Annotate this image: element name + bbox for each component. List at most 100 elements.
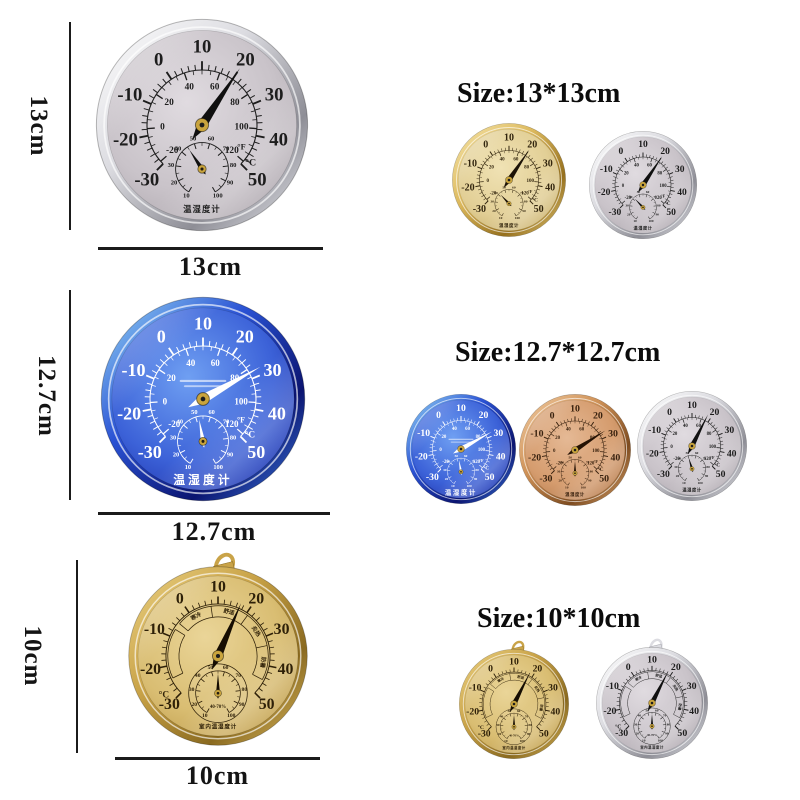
svg-text:0: 0 <box>550 410 555 421</box>
svg-text:40: 40 <box>452 427 457 432</box>
svg-text:70: 70 <box>654 195 658 199</box>
svg-text:10: 10 <box>504 739 508 743</box>
svg-text:10: 10 <box>193 36 212 57</box>
svg-text:-10: -10 <box>530 429 543 440</box>
svg-text:60: 60 <box>464 454 468 458</box>
svg-text:120: 120 <box>521 192 529 197</box>
svg-text:-10: -10 <box>144 621 165 638</box>
svg-text:70: 70 <box>525 714 529 718</box>
svg-text:室内温湿度计: 室内温湿度计 <box>199 723 237 731</box>
thumb-gauge-silver-13cm: -30 -20 -10 0 10 20 30 40 50 -20 0 20 40 60 80 100 120 °F… <box>587 129 699 241</box>
svg-text:50: 50 <box>191 409 197 416</box>
svg-text:40: 40 <box>677 188 687 198</box>
svg-text:°F: °F <box>710 455 715 460</box>
svg-text:10: 10 <box>642 739 646 743</box>
svg-text:50: 50 <box>534 204 544 215</box>
svg-text:80: 80 <box>657 171 662 176</box>
svg-text:0: 0 <box>626 662 631 673</box>
svg-text:120: 120 <box>225 146 239 156</box>
svg-text:°F: °F <box>594 459 599 464</box>
svg-text:40: 40 <box>638 714 642 718</box>
dimension-line-width-12-7cm <box>98 512 330 515</box>
svg-text:防暑: 防暑 <box>258 656 268 669</box>
svg-text:90: 90 <box>588 479 592 483</box>
svg-text:80: 80 <box>657 204 661 208</box>
svg-text:30: 30 <box>675 165 685 175</box>
svg-text:-30: -30 <box>615 728 628 739</box>
svg-text:70: 70 <box>223 418 229 425</box>
svg-text:70: 70 <box>520 191 524 195</box>
svg-text:室内温湿度计: 室内温湿度计 <box>502 745 525 750</box>
svg-text:0: 0 <box>436 410 441 421</box>
svg-text:温湿度计: 温湿度计 <box>565 491 585 498</box>
svg-text:20: 20 <box>248 590 264 607</box>
svg-text:°C: °C <box>714 462 720 469</box>
svg-text:0: 0 <box>553 449 556 454</box>
svg-text:80: 80 <box>706 465 710 469</box>
svg-text:80: 80 <box>524 200 528 204</box>
size-caption-12-7cm: Size:12.7*12.7cm <box>455 337 661 368</box>
svg-text:40-70%: 40-70% <box>509 734 519 738</box>
svg-text:-30: -30 <box>134 170 159 191</box>
dimension-label-height-12-7cm: 12.7cm <box>33 355 60 437</box>
svg-text:10: 10 <box>202 713 208 719</box>
svg-text:30: 30 <box>274 621 290 638</box>
svg-text:80: 80 <box>475 468 479 472</box>
svg-text:40: 40 <box>629 195 633 199</box>
svg-text:120: 120 <box>655 196 663 201</box>
svg-text:40: 40 <box>496 451 506 462</box>
size-caption-10cm: Size:10*10cm <box>477 603 641 634</box>
svg-text:20: 20 <box>533 663 543 674</box>
svg-text:30: 30 <box>494 428 504 439</box>
svg-text:-20: -20 <box>625 196 632 201</box>
svg-text:0: 0 <box>667 407 672 418</box>
svg-text:20: 20 <box>167 373 177 383</box>
svg-text:温湿度计: 温湿度计 <box>173 473 232 487</box>
svg-text:100: 100 <box>227 713 236 719</box>
svg-text:°C: °C <box>483 465 489 472</box>
main-gauge-silver-13cm: -30 -20 -10 0 10 20 30 40 50 -20 0 20 40 60 80 100 120 °F… <box>92 15 312 235</box>
thumb-gauge-silver-12-7cm: -30 -20 -10 0 10 20 30 40 50 -20 0 20 40 60 80 100 120 °F… <box>635 389 749 503</box>
svg-text:30: 30 <box>543 158 553 169</box>
svg-text:20: 20 <box>489 166 495 171</box>
svg-text:20: 20 <box>479 410 489 421</box>
svg-text:70: 70 <box>236 673 242 679</box>
svg-text:60: 60 <box>517 709 521 713</box>
svg-text:100: 100 <box>467 484 472 488</box>
svg-text:50: 50 <box>599 474 609 485</box>
svg-text:温湿度计: 温湿度计 <box>183 204 220 214</box>
svg-text:20: 20 <box>164 98 174 108</box>
svg-text:100: 100 <box>709 445 717 450</box>
svg-text:-10: -10 <box>417 428 430 439</box>
svg-text:-20: -20 <box>673 457 680 462</box>
svg-text:-20: -20 <box>117 404 141 424</box>
svg-text:-20: -20 <box>168 419 180 429</box>
svg-text:-20: -20 <box>556 461 563 466</box>
svg-text:10: 10 <box>638 140 648 150</box>
svg-text:-20: -20 <box>442 460 449 465</box>
svg-text:°C: °C <box>598 466 604 473</box>
svg-text:90: 90 <box>656 213 660 217</box>
svg-text:10: 10 <box>682 481 686 485</box>
svg-text:40: 40 <box>689 706 699 717</box>
dimension-line-width-10cm <box>115 757 320 760</box>
svg-text:0: 0 <box>483 140 488 151</box>
svg-text:60: 60 <box>579 428 584 433</box>
svg-text:40: 40 <box>269 130 288 151</box>
svg-text:40: 40 <box>195 673 201 679</box>
svg-text:10: 10 <box>456 403 466 414</box>
svg-text:50: 50 <box>637 190 641 194</box>
thumb-gauge-gold-10cm: -30 -20 -10 0 10 20 30 40 50 °C 寒冷 舒适 炎热 防暑 10 20 30 40 50… <box>457 640 571 761</box>
svg-text:60: 60 <box>696 424 701 429</box>
svg-text:40: 40 <box>268 404 286 424</box>
dimension-line-width-13cm <box>98 247 323 250</box>
svg-text:-30: -30 <box>478 728 491 739</box>
svg-text:40: 40 <box>177 418 183 425</box>
thumb-gauge-silver-10cm: -30 -20 -10 0 10 20 30 40 50 °C 寒冷 舒适 炎热 防暑 10 20 30 40 50… <box>594 638 710 761</box>
svg-text:°C: °C <box>245 157 256 168</box>
svg-text:40: 40 <box>678 456 682 460</box>
svg-text:20: 20 <box>676 474 680 478</box>
svg-text:40: 40 <box>727 448 737 459</box>
svg-text:50: 50 <box>666 208 676 218</box>
svg-text:40: 40 <box>610 453 620 464</box>
